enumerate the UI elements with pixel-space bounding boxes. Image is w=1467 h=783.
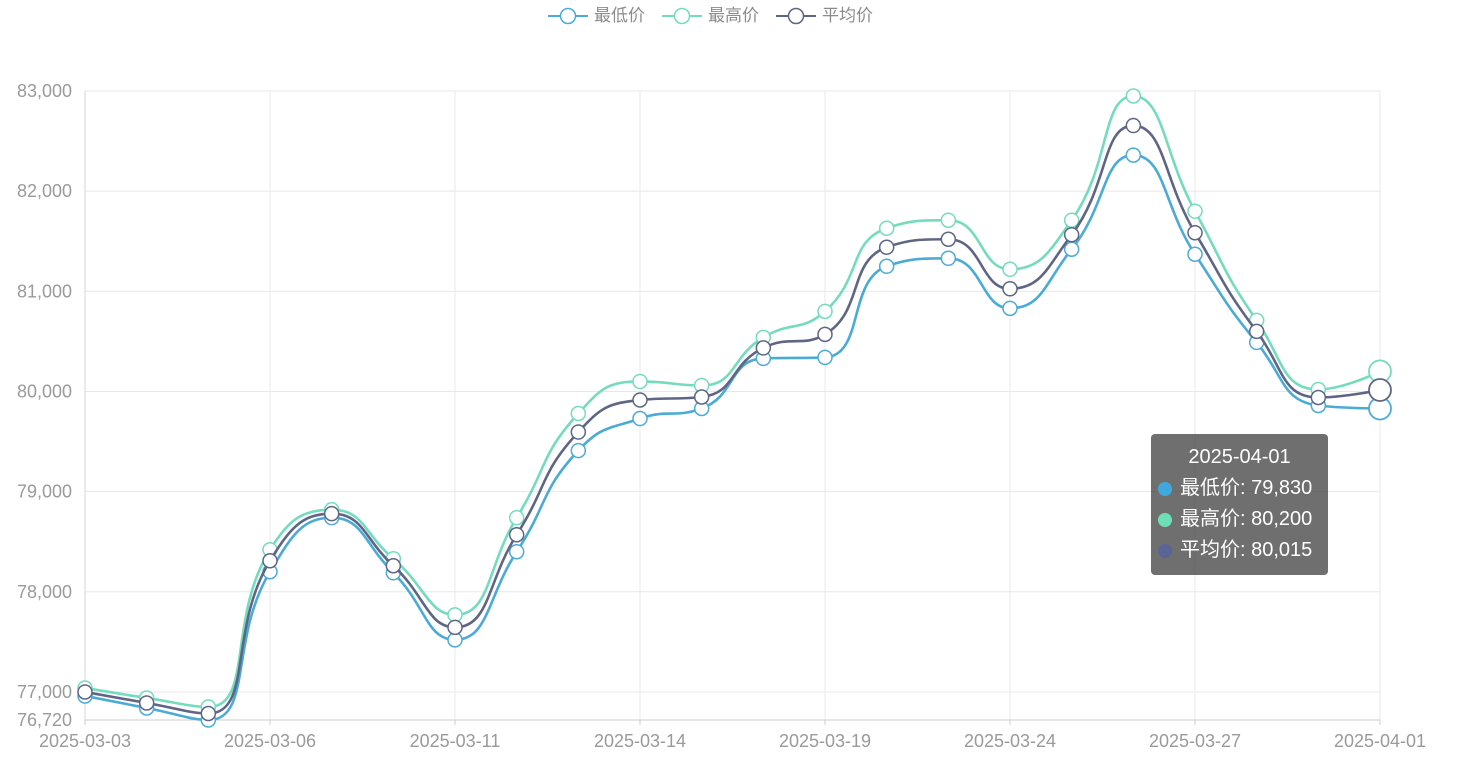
series-1-data-point[interactable] — [1002, 261, 1018, 278]
series-2-data-point[interactable] — [1125, 117, 1142, 134]
y-tick-label: 82,000 — [17, 181, 72, 201]
series-2-data-point[interactable] — [632, 392, 648, 408]
series-2-data-point[interactable] — [1063, 226, 1080, 243]
series-layer — [77, 88, 1392, 728]
series-0-data-point[interactable] — [940, 250, 957, 267]
series-1-data-point[interactable] — [1187, 203, 1203, 219]
y-tick-label: 76,720 — [17, 710, 72, 730]
series-2-data-point[interactable] — [447, 619, 463, 636]
x-tick-label: 2025-03-06 — [224, 731, 316, 751]
y-tick-label: 77,000 — [17, 682, 72, 702]
series-0-data-point[interactable] — [570, 442, 587, 459]
series-1-line — [83, 94, 1382, 709]
series-2-data-point[interactable] — [570, 424, 587, 440]
x-tick-label: 2025-03-11 — [410, 731, 501, 751]
legend-line-marker-icon — [776, 7, 816, 25]
x-tick-label: 2025-03-14 — [594, 731, 686, 751]
axes: 76,720 77,000 78,000 79,000 80,000 81,000 82,0… — [17, 81, 1426, 751]
series-2-data-point[interactable] — [200, 705, 217, 722]
series-2-data-point[interactable] — [508, 526, 525, 543]
y-tick-label: 81,000 — [17, 281, 72, 301]
series-0-data-point[interactable] — [1125, 147, 1142, 163]
series-2-data-point[interactable] — [755, 340, 772, 356]
series-1-data-point[interactable] — [878, 220, 895, 236]
series-2-data-point[interactable] — [138, 695, 155, 711]
legend-item-lowest-price[interactable]: 最低价 — [548, 4, 645, 28]
series-2-data-point[interactable] — [1368, 378, 1392, 402]
series-2-line — [83, 124, 1382, 715]
legend-label: 最低价 — [594, 6, 645, 25]
chart-legend: 最低价 最高价 平均价 — [548, 4, 890, 28]
series-0-data-point[interactable] — [817, 349, 833, 366]
legend-label: 最高价 — [708, 6, 759, 25]
series-2 — [77, 117, 1392, 722]
series-0-data-point[interactable] — [1187, 246, 1203, 263]
series-0-data-point[interactable] — [508, 543, 525, 560]
legend-line-marker-icon — [548, 7, 588, 25]
x-tick-label: 2025-03-24 — [964, 731, 1056, 751]
legend-item-highest-price[interactable]: 最高价 — [662, 4, 759, 28]
series-2-data-point[interactable] — [262, 553, 278, 569]
series-2-data-point[interactable] — [1002, 281, 1018, 297]
series-1 — [77, 88, 1392, 715]
series-0-line — [83, 153, 1382, 722]
series-1-data-point[interactable] — [940, 212, 957, 228]
x-tick-label: 2025-03-19 — [779, 731, 871, 751]
series-1-data-point[interactable] — [1063, 212, 1080, 228]
legend-item-average-price[interactable]: 平均价 — [776, 4, 873, 28]
series-2-data-point[interactable] — [817, 326, 833, 343]
series-1-data-point[interactable] — [1125, 88, 1142, 104]
y-tick-label: 78,000 — [17, 582, 72, 602]
series-1-data-point[interactable] — [570, 405, 587, 422]
series-0-data-point[interactable] — [632, 410, 648, 427]
series-1-data-point[interactable] — [508, 509, 525, 526]
grid-lines — [85, 90, 1381, 720]
x-tick-label: 2025-03-27 — [1149, 731, 1241, 751]
legend-line-marker-icon — [662, 7, 702, 25]
y-tick-label: 80,000 — [17, 381, 72, 401]
series-2-data-point[interactable] — [940, 231, 957, 247]
series-2-data-point[interactable] — [878, 239, 895, 255]
series-2-data-point[interactable] — [323, 505, 340, 522]
series-2-data-point[interactable] — [385, 558, 402, 574]
series-2-data-point[interactable] — [693, 389, 710, 405]
series-2-data-point[interactable] — [1310, 389, 1327, 406]
x-tick-label: 2025-03-03 — [39, 731, 131, 751]
series-2-data-point[interactable] — [1187, 224, 1203, 241]
y-tick-label: 83,000 — [17, 81, 72, 101]
series-0-data-point[interactable] — [1063, 241, 1080, 257]
series-2-data-point[interactable] — [77, 684, 93, 700]
series-2-data-point[interactable] — [1248, 323, 1265, 340]
series-1-data-point[interactable] — [632, 373, 648, 390]
series-0-data-point[interactable] — [878, 258, 895, 275]
y-tick-label: 79,000 — [17, 482, 72, 502]
series-1-data-point[interactable] — [817, 303, 833, 320]
legend-label: 平均价 — [822, 6, 873, 25]
x-tick-label: 2025-04-01 — [1334, 731, 1426, 751]
series-0-data-point[interactable] — [1002, 300, 1018, 317]
